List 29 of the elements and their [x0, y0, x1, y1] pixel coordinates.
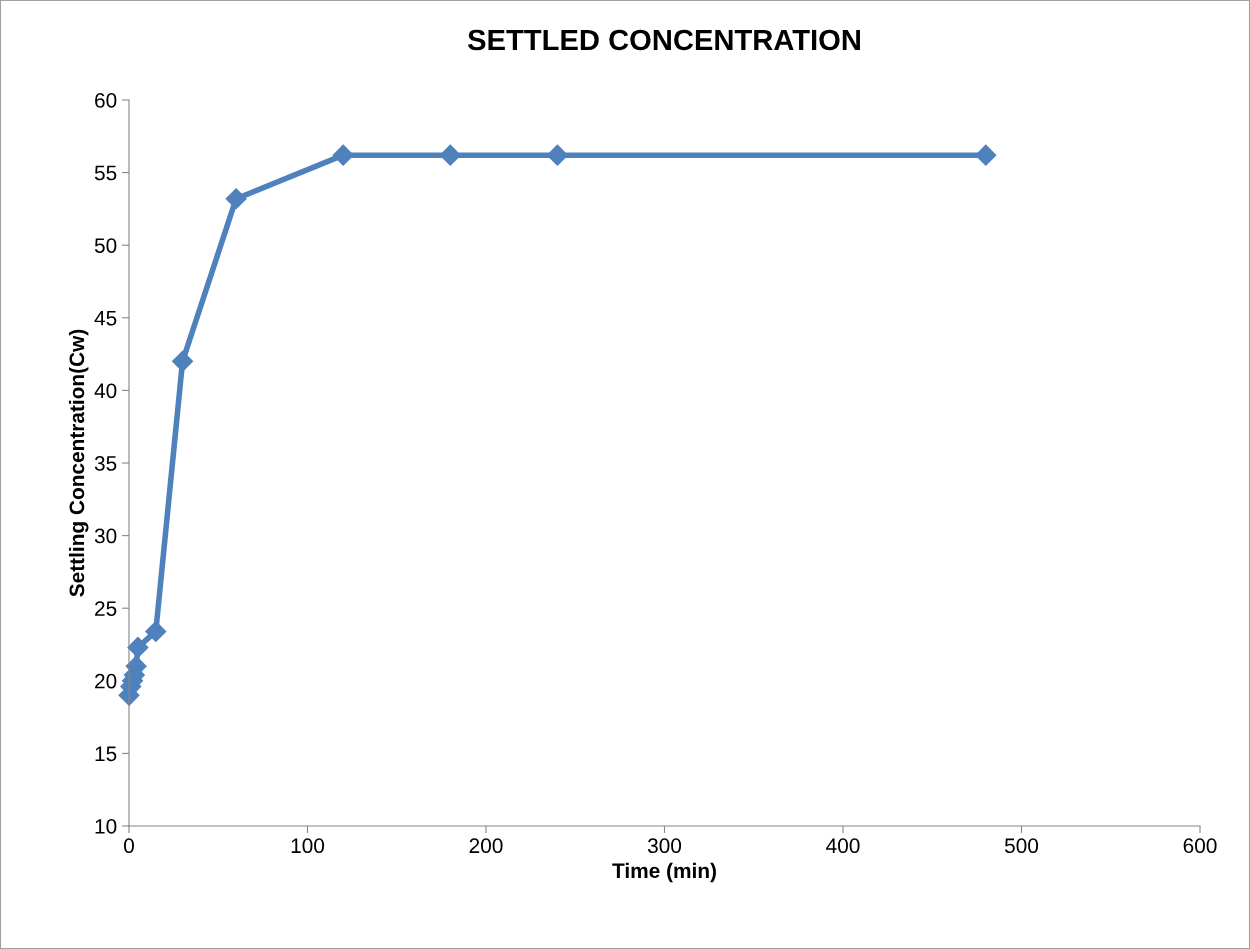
y-tick-label: 25: [95, 601, 117, 616]
y-tick-label: 35: [94, 456, 117, 471]
y-tick-label: 60: [95, 93, 117, 108]
x-tick-label: 300: [647, 838, 682, 854]
y-axis-title: Settling Concentration(Cw): [68, 329, 89, 597]
x-tick-label: 0: [124, 838, 134, 854]
y-tick-label: 55: [94, 165, 117, 181]
y-tick-label: 15: [95, 746, 117, 762]
point: [225, 188, 247, 210]
chart-title: SETTLED CONCENTRATION: [467, 29, 860, 51]
point: [439, 144, 461, 166]
point: [546, 144, 568, 166]
x-tick-label: 600: [1183, 838, 1217, 854]
y-tick-label: 50: [94, 238, 117, 253]
y-tick-label: 10: [95, 819, 117, 834]
x-axis-title: Time (min): [612, 862, 716, 883]
y-tick-label: 20: [95, 673, 117, 689]
x-tick-label: 200: [469, 838, 503, 854]
point: [145, 620, 167, 642]
y-tick-label: 40: [94, 383, 117, 399]
y-tick-label: 45: [94, 311, 117, 326]
point: [975, 144, 997, 166]
x-tick-label: 100: [291, 838, 325, 854]
point: [127, 636, 149, 658]
point: [332, 144, 354, 166]
x-tick-label: 500: [1004, 838, 1039, 854]
x-tick-label: 400: [826, 838, 860, 854]
point: [172, 350, 194, 372]
y-tick-label: 30: [94, 528, 117, 544]
